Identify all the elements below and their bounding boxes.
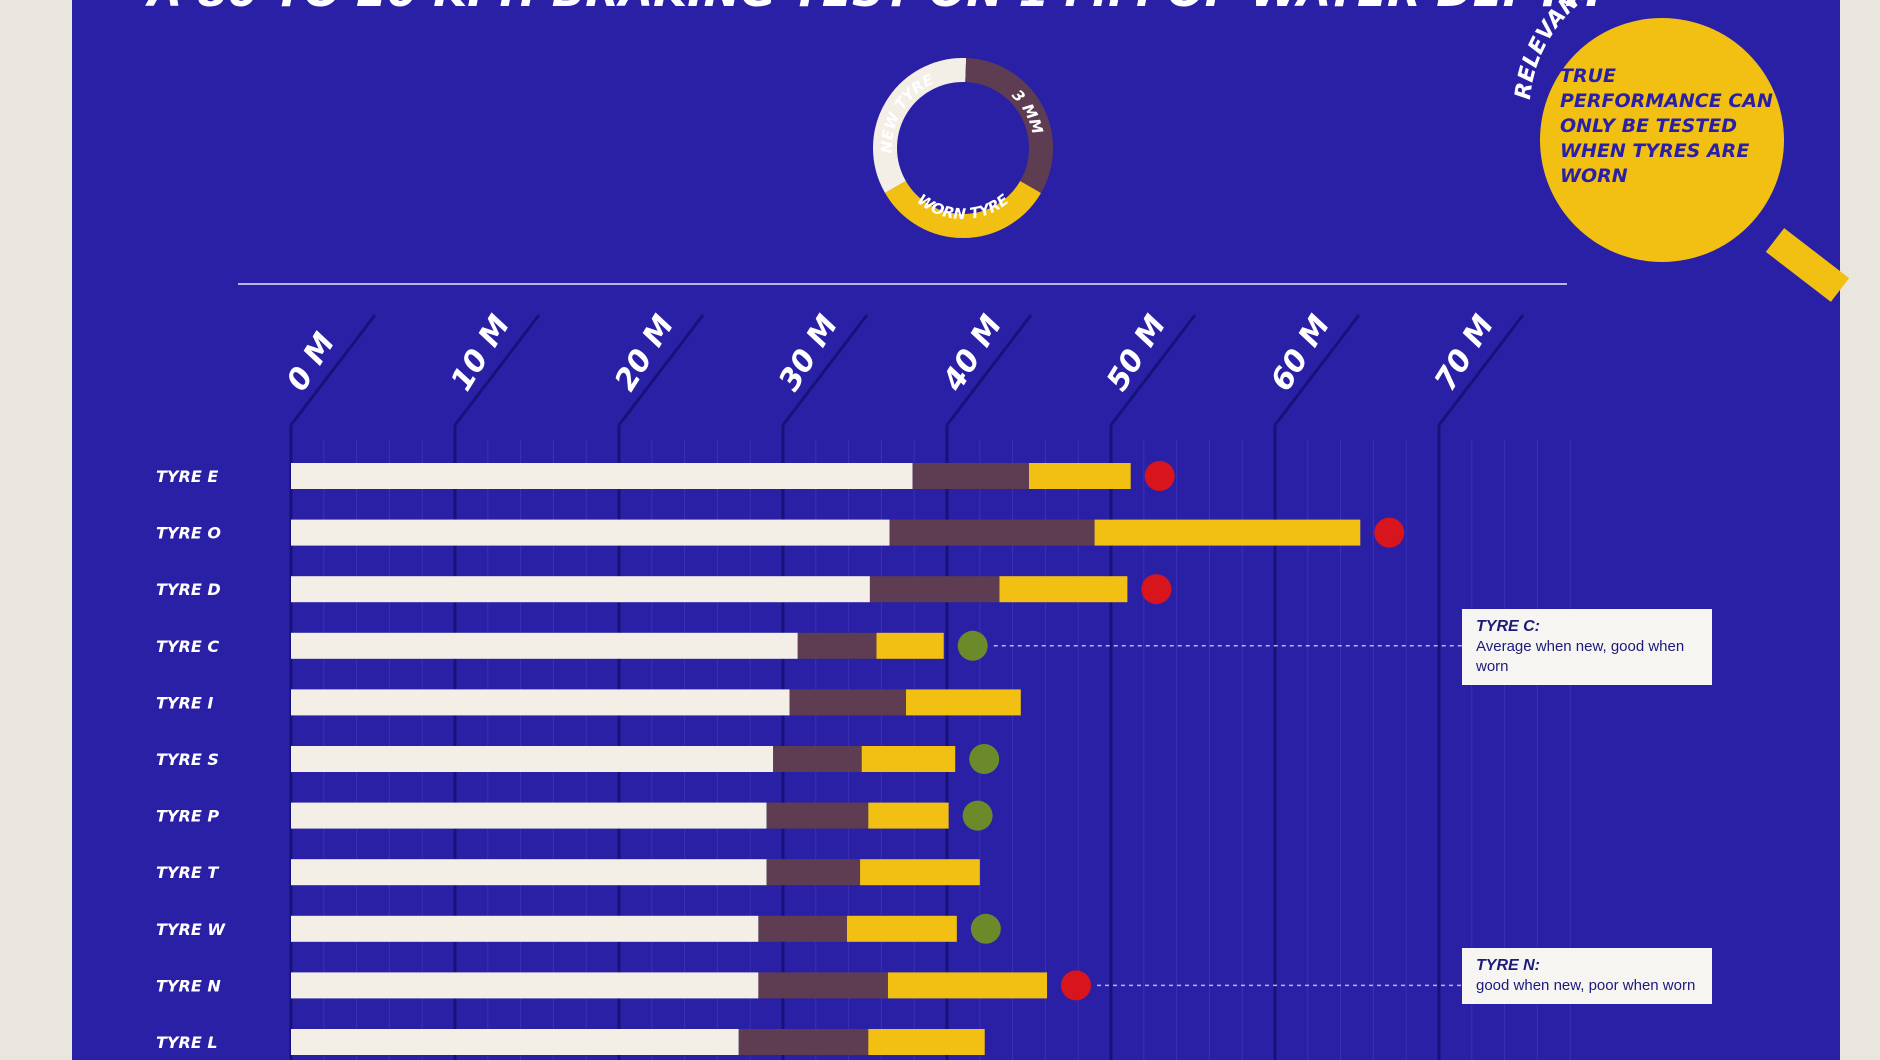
magnifier-lens <box>1540 18 1784 262</box>
y-tick-label: TYRE W <box>156 920 226 939</box>
bar-segment <box>291 632 798 659</box>
y-tick-label: TYRE E <box>156 467 218 486</box>
y-tick-label: TYRE O <box>156 524 221 543</box>
bar-segment <box>906 689 1021 716</box>
bar-segment <box>789 689 906 716</box>
status-dot <box>1374 517 1405 548</box>
annotation: TYRE N: good when new, poor when worn <box>1462 948 1712 1005</box>
status-dot <box>1061 970 1092 1001</box>
bar-segment <box>1094 519 1361 546</box>
bar-segment <box>758 972 888 999</box>
bar-segment <box>291 519 890 546</box>
status-dot <box>957 630 988 661</box>
bar-segment <box>291 463 913 489</box>
bar-segment <box>860 859 980 886</box>
annotation-title: TYRE C: <box>1476 617 1540 635</box>
chart-title: A 80 TO 20 KPH BRAKING TEST ON 1 MM OF W… <box>145 0 1602 17</box>
bar-segment <box>868 1029 985 1055</box>
y-tick-label: TYRE C <box>156 637 219 656</box>
tick-mark <box>453 314 541 426</box>
bar-segment <box>861 746 956 772</box>
bar-segment <box>773 746 862 772</box>
tick-mark <box>945 314 1033 426</box>
y-tick-label: TYRE I <box>156 693 213 712</box>
tick-mark <box>1273 314 1361 426</box>
bar-segment <box>291 746 774 772</box>
tick-mark <box>289 314 377 426</box>
bar-segment <box>291 802 767 829</box>
y-tick-label: TYRE P <box>156 807 219 826</box>
bar-segment <box>868 802 949 829</box>
bar-segment <box>869 576 1000 603</box>
status-dot <box>970 913 1001 944</box>
legend-swatch <box>885 180 1041 238</box>
annotation: TYRE C: Average when new, good when worn <box>1462 608 1712 685</box>
bar-segment <box>766 859 861 886</box>
y-tick-label: TYRE S <box>156 750 219 769</box>
y-tick-label: TYRE L <box>156 1033 218 1052</box>
bar-segment <box>738 1029 869 1055</box>
legend-swatch <box>964 58 1053 193</box>
tick-mark <box>1437 314 1525 426</box>
bar-segment <box>766 802 869 829</box>
bar-segment <box>291 689 790 716</box>
bar-segment <box>291 576 870 603</box>
y-tick-label: TYRE T <box>156 863 219 882</box>
bar-segment <box>291 1029 739 1055</box>
bar-segment <box>1029 463 1131 489</box>
bar-segment <box>889 519 1095 546</box>
side-text: TRUE PERFORMANCE CAN ONLY BE TESTED WHEN… <box>1560 65 1773 187</box>
bar-segment <box>876 632 944 659</box>
tick-mark <box>781 314 869 426</box>
tick-mark <box>1109 314 1197 426</box>
bar-segment <box>291 859 767 886</box>
bar-segment <box>887 972 1048 999</box>
bar-segment <box>758 915 847 942</box>
annotation-text: Average when new, good when worn <box>1476 637 1685 675</box>
bar-segment <box>291 915 759 942</box>
y-tick-label: TYRE D <box>156 580 221 599</box>
bar-segment <box>912 463 1029 489</box>
tick-mark <box>617 314 705 426</box>
bar-segment <box>291 972 759 999</box>
legend-swatch <box>873 58 967 193</box>
y-tick-label: TYRE N <box>156 976 221 995</box>
status-dot <box>969 744 1000 774</box>
bar-segment <box>797 632 877 659</box>
status-dot <box>1141 574 1172 605</box>
annotation-title: TYRE N: <box>1476 957 1540 975</box>
status-dot <box>962 800 993 831</box>
bar-segment <box>999 576 1128 603</box>
status-dot <box>1144 461 1175 491</box>
annotation-text: good when new, poor when worn <box>1476 977 1696 995</box>
magnifier-handle <box>1765 228 1850 302</box>
bar-segment <box>846 915 957 942</box>
